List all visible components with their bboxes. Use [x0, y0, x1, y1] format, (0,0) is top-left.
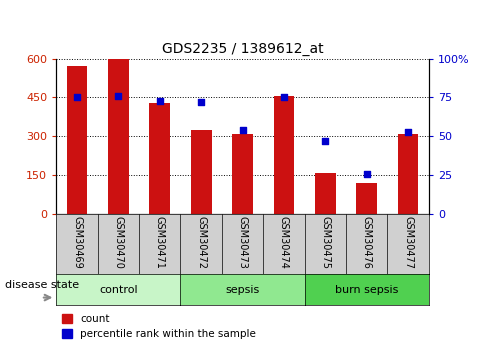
Bar — [67, 66, 87, 214]
Text: GSM30474: GSM30474 — [279, 216, 289, 269]
Text: GSM30476: GSM30476 — [362, 216, 372, 269]
Text: GSM30473: GSM30473 — [238, 216, 247, 269]
Point — [321, 138, 329, 144]
Point — [363, 171, 370, 176]
Text: GSM30472: GSM30472 — [196, 216, 206, 269]
Point — [280, 95, 288, 100]
Title: GDS2235 / 1389612_at: GDS2235 / 1389612_at — [162, 42, 323, 56]
Text: control: control — [99, 285, 138, 295]
Point — [239, 127, 246, 133]
Bar — [191, 130, 212, 214]
Point — [156, 98, 164, 104]
Bar — [232, 134, 253, 214]
Bar — [149, 102, 170, 214]
Text: GSM30471: GSM30471 — [155, 216, 165, 269]
Point — [197, 99, 205, 105]
Bar — [398, 134, 418, 214]
Bar — [315, 172, 336, 214]
Text: GSM30477: GSM30477 — [403, 216, 413, 269]
Text: burn sepsis: burn sepsis — [335, 285, 398, 295]
Point — [115, 93, 122, 99]
Point — [404, 129, 412, 135]
Text: GSM30475: GSM30475 — [320, 216, 330, 269]
Text: GSM30470: GSM30470 — [113, 216, 123, 269]
Text: sepsis: sepsis — [225, 285, 260, 295]
Legend: count, percentile rank within the sample: count, percentile rank within the sample — [62, 314, 256, 339]
Bar — [273, 96, 294, 214]
Bar — [356, 183, 377, 214]
Point — [73, 95, 81, 100]
Text: GSM30469: GSM30469 — [72, 216, 82, 268]
Text: disease state: disease state — [5, 280, 79, 289]
Bar — [108, 59, 129, 214]
